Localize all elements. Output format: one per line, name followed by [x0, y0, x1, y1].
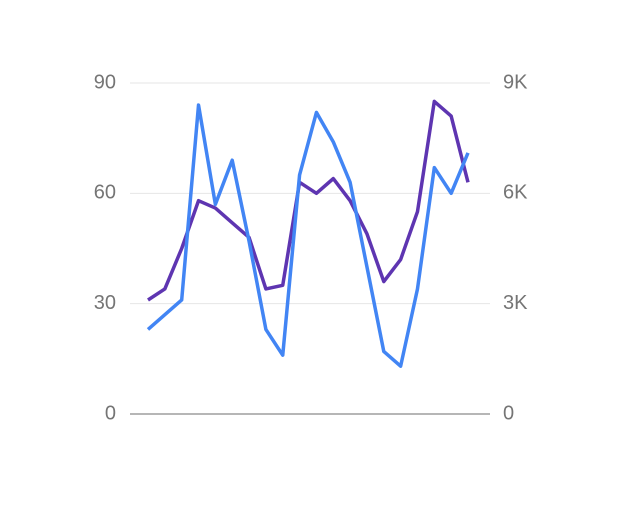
y2-tick-label: 0 [503, 402, 514, 424]
series-line [146, 103, 470, 368]
y-tick-label: 60 [94, 182, 116, 204]
y2-tick-label: 3K [503, 292, 528, 314]
y-tick-label: 30 [94, 292, 116, 314]
series-line [147, 99, 470, 302]
y-tick-label: 90 [94, 71, 116, 93]
y2-tick-label: 6K [503, 182, 528, 204]
y-tick-label: 0 [105, 402, 116, 424]
y2-tick-label: 9K [503, 71, 528, 93]
